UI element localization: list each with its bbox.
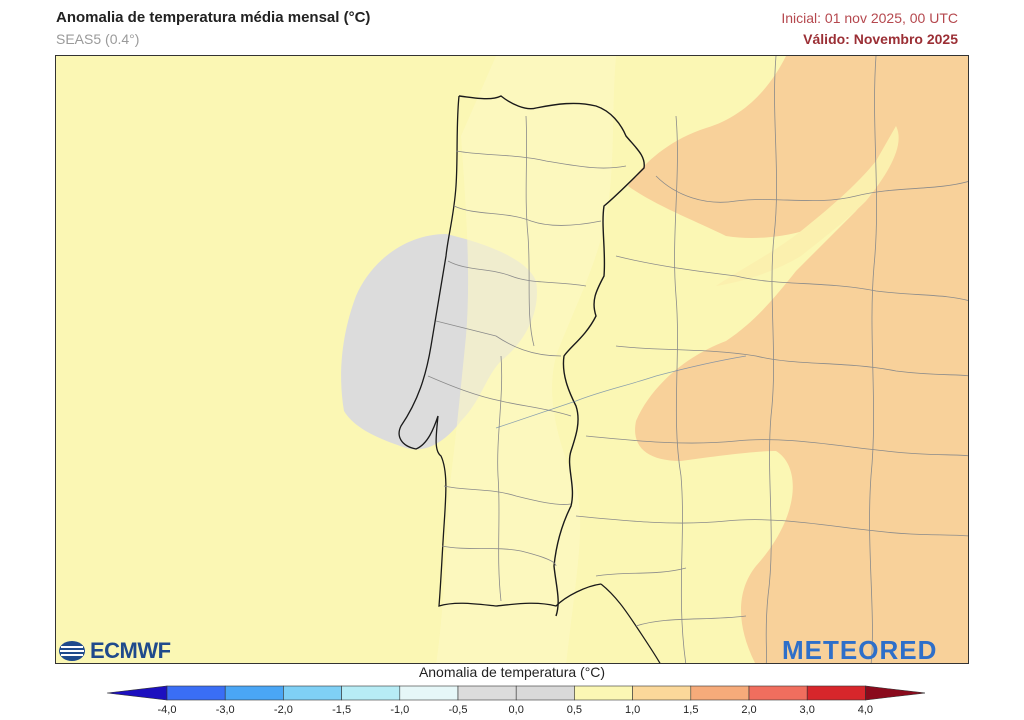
colorbar-tick-label: -0,5: [448, 704, 468, 716]
colorbar-tick-label: 3,0: [799, 704, 815, 716]
valid-time: Válido: Novembro 2025: [803, 31, 958, 47]
colorbar-tick-label: 1,5: [683, 704, 699, 716]
colorbar-tick-label: 0,5: [566, 704, 583, 716]
ecmwf-logo-icon: [59, 641, 85, 661]
header-left: Anomalia de temperatura média mensal (°C…: [56, 8, 370, 50]
colorbar-cell: [457, 685, 517, 701]
colorbar: [106, 685, 925, 701]
colorbar-tick-label: 1,0: [624, 704, 641, 716]
ecmwf-logo: ECMWF: [58, 638, 171, 664]
meteored-logo: METEORED: [782, 635, 938, 665]
colorbar-cell: [166, 685, 226, 701]
anomaly-map[interactable]: [56, 56, 969, 664]
colorbar-cell: [748, 685, 808, 701]
colorbar-tick-label: 4,0: [857, 704, 874, 716]
colorbar-tick-label: 0,0: [508, 704, 524, 716]
colorbar-cell: [283, 685, 342, 701]
colorbar-tick-label: -3,0: [215, 704, 235, 716]
colorbar-cell: [632, 685, 692, 701]
colorbar-cell: [806, 685, 866, 701]
colorbar-cell: [341, 685, 401, 701]
colorbar-cell: [690, 685, 750, 701]
colorbar-tick-label: -4,0: [157, 704, 177, 716]
land-tint: [436, 56, 616, 663]
colorbar-cell: [399, 685, 459, 701]
colorbar-title: Anomalia de temperatura (°C): [418, 664, 606, 680]
warm-anomaly-region: [628, 56, 968, 663]
colorbar-tick-label: -2,0: [273, 704, 293, 716]
river: [495, 355, 747, 429]
country-border: [458, 95, 645, 617]
district-boundaries: [427, 56, 968, 663]
colorbar-under-arrow: [106, 685, 168, 701]
colorbar-over-arrow: [865, 685, 925, 701]
colorbar-cell: [224, 685, 284, 701]
colorbar-cell: [515, 685, 575, 701]
coastline: [398, 95, 602, 607]
colorbar-cell: [574, 685, 633, 701]
colorbar-tick-label: 2,0: [741, 704, 757, 716]
initial-time: Inicial: 01 nov 2025, 00 UTC: [781, 10, 958, 26]
colorbar-tick-label: -1,0: [390, 704, 410, 716]
colorbar-tick-label: -1,5: [332, 704, 352, 716]
header-right: Inicial: 01 nov 2025, 00 UTC Válido: Nov…: [781, 8, 958, 50]
ecmwf-logo-text: ECMWF: [90, 638, 171, 663]
map-frame[interactable]: [55, 55, 969, 664]
model-label: SEAS5 (0.4°): [56, 31, 140, 47]
map-title: Anomalia de temperatura média mensal (°C…: [56, 9, 371, 26]
